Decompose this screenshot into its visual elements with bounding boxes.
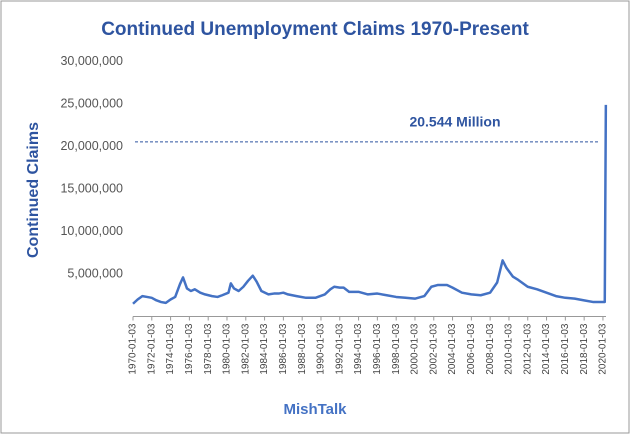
x-tick-label: 2010-01-03 [504,323,515,375]
x-tick-label: 1982-01-03 [240,323,251,375]
footer: MishTalk [283,401,347,418]
x-tick-label: 1980-01-03 [222,323,233,375]
x-tick-label: 1988-01-03 [297,323,308,375]
x-tick-label: 2008-01-03 [485,323,496,375]
x-tick-label: 1984-01-03 [259,323,270,375]
x-tick-label: 2004-01-03 [447,323,458,375]
y-tick-label: 5,000,000 [67,266,123,280]
x-tick-label: 1994-01-03 [353,323,364,375]
y-tick-label: 25,000,000 [60,96,123,110]
series-line [132,104,608,305]
x-tick-label: 2002-01-03 [428,323,439,375]
x-tick-label: 1978-01-03 [203,323,214,375]
x-tick-label: 1998-01-03 [391,323,402,375]
y-tick-label: 30,000,000 [60,54,123,68]
y-tick-label: 15,000,000 [60,181,123,195]
x-tick-label: 1974-01-03 [165,323,176,375]
x-tick-label: 1996-01-03 [372,323,383,375]
y-axis-label: Continued Claims [25,122,42,258]
y-tick-label: 20,000,000 [60,139,123,153]
x-tick-label: 2012-01-03 [522,323,533,375]
x-tick-label: 1972-01-03 [146,323,157,375]
x-tick-label: 1992-01-03 [334,323,345,375]
x-tick-label: 2014-01-03 [541,323,552,375]
x-tick-label: 2016-01-03 [560,323,571,375]
x-tick-label: 2020-01-03 [598,323,609,375]
x-tick-label: 2018-01-03 [579,323,590,375]
annotation-label: 20.544 Million [409,114,500,130]
x-tick-label: 2000-01-03 [410,323,421,375]
x-tick-label: 1986-01-03 [278,323,289,375]
x-tick-label: 1990-01-03 [316,323,327,375]
x-tick-label: 1970-01-03 [128,323,139,375]
x-tick-label: 1976-01-03 [184,323,195,375]
chart-title: Continued Unemployment Claims 1970-Prese… [101,19,529,40]
x-tick-label: 2006-01-03 [466,323,477,375]
y-tick-label: 10,000,000 [60,224,123,238]
